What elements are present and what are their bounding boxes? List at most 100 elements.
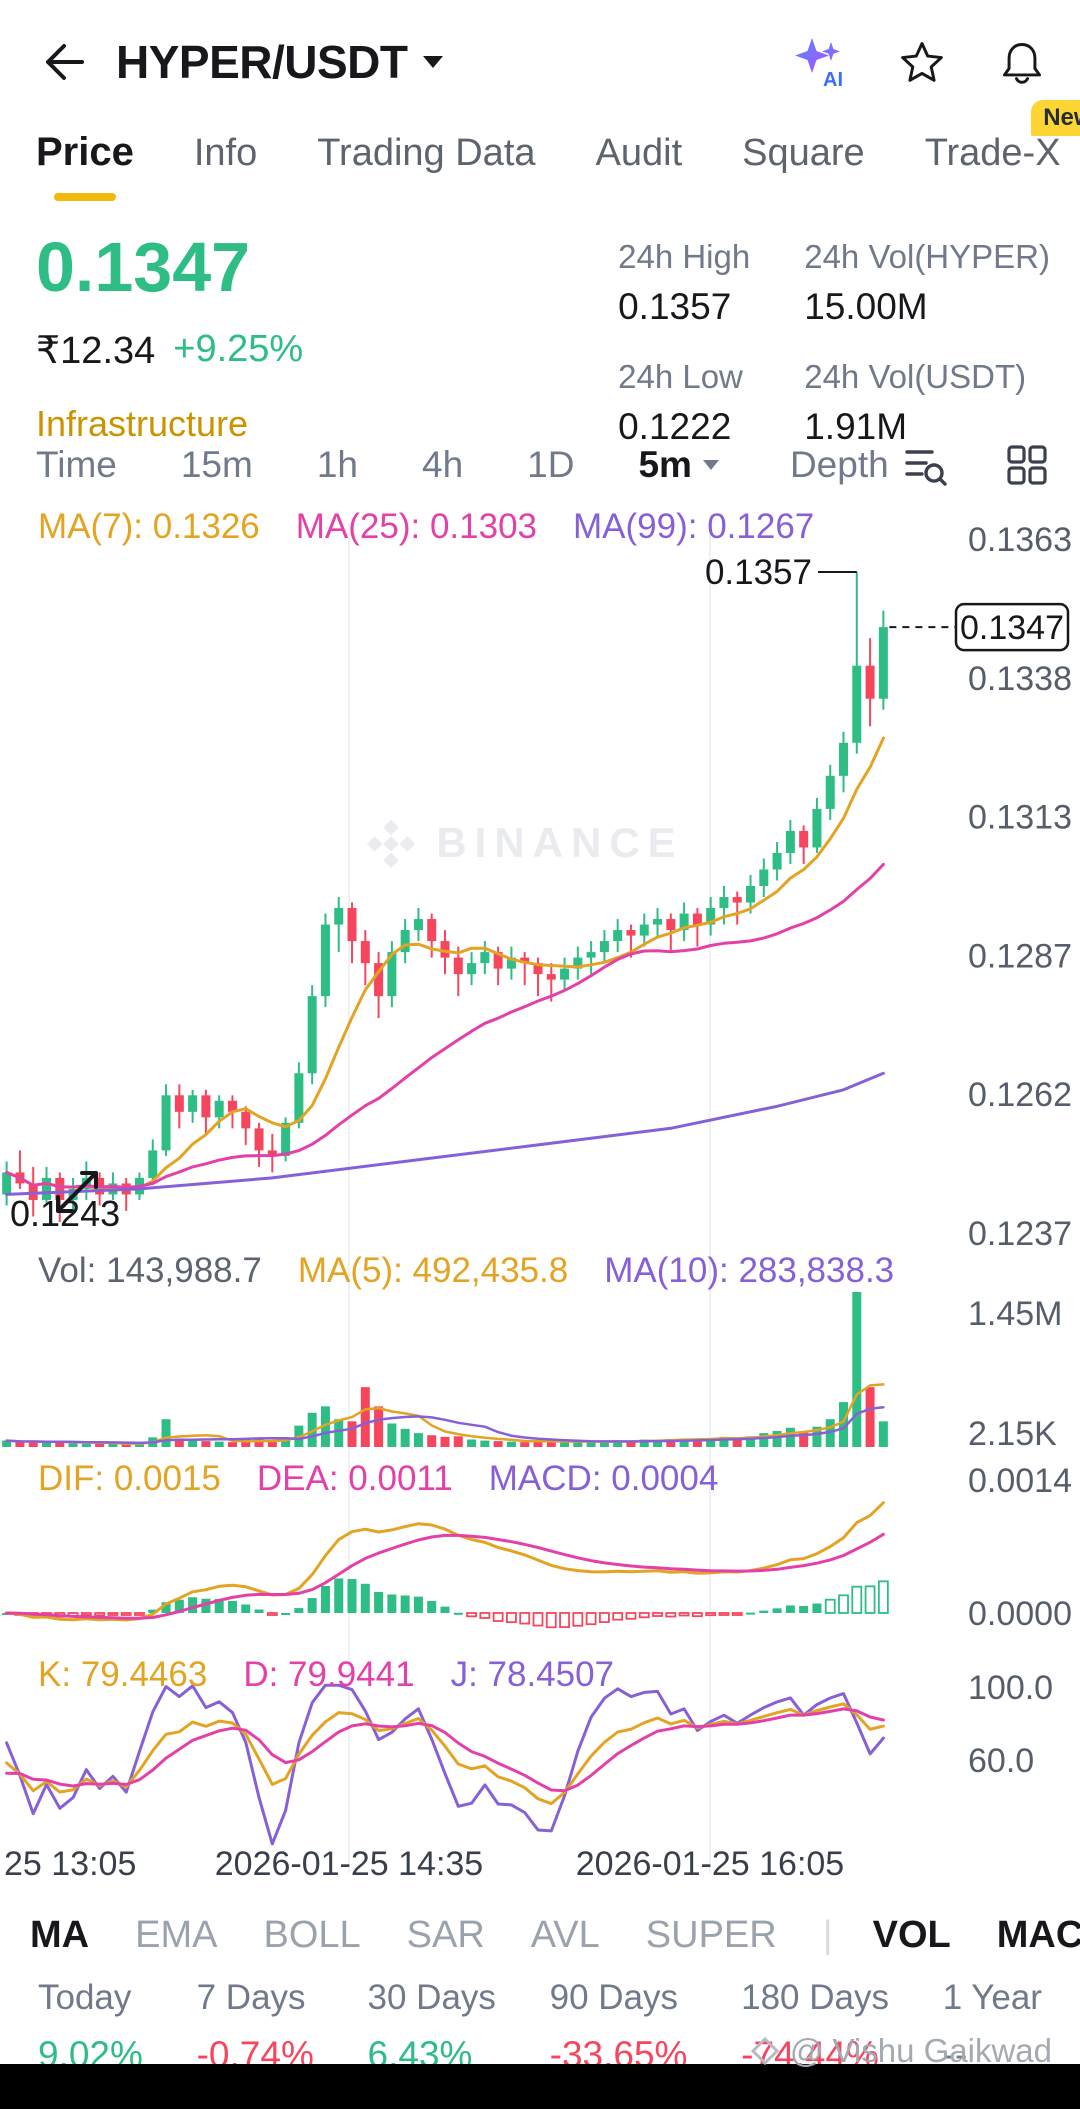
perf-90d: 90 Days -33.65%	[549, 1978, 688, 2075]
top-bar: HYPER/USDT AI	[0, 22, 1080, 102]
indicator-avl[interactable]: AVL	[530, 1913, 600, 1956]
svg-text:0.1237: 0.1237	[968, 1215, 1072, 1253]
indicator-boll[interactable]: BOLL	[263, 1913, 361, 1956]
grid-layout-button[interactable]	[1004, 442, 1050, 488]
j-legend: J: 78.4507	[450, 1655, 615, 1694]
indicator-macd[interactable]: MACD	[996, 1913, 1080, 1956]
vol-ma10-legend: MA(10): 283,838.3	[604, 1251, 895, 1290]
indicator-ema[interactable]: EMA	[135, 1913, 218, 1956]
time-label: 2026-01-25 14:35	[214, 1845, 484, 1883]
stat-24h-vol-quote: 24h Vol(USDT) 1.91M	[804, 358, 1027, 447]
macd-value-legend: MACD: 0.0004	[488, 1459, 719, 1498]
macd-legend: DIF: 0.0015 DEA: 0.0011 MACD: 0.0004	[38, 1459, 718, 1499]
svg-text:0.0000: 0.0000	[968, 1595, 1072, 1633]
interval-4h[interactable]: 4h	[422, 444, 464, 485]
tab-trade-x-label: Trade-X	[924, 132, 1061, 174]
tab-trading-data[interactable]: Trading Data	[317, 132, 536, 174]
indicator-settings-button[interactable]	[902, 442, 948, 488]
ticker-panel: 0.1347 ₹12.34 +9.25% Infrastructure 24h …	[36, 228, 1050, 448]
k-legend: K: 79.4463	[38, 1655, 208, 1694]
price-ma-legend: MA(7): 0.1326 MA(25): 0.1303 MA(99): 0.1…	[38, 507, 814, 547]
interval-bar: Time 15m 1h 4h 1D 5m Depth	[36, 438, 1050, 492]
tab-square[interactable]: Square	[742, 132, 865, 174]
ai-sparkle-icon: AI	[795, 38, 843, 90]
perf-1y: 1 Year --	[942, 1978, 1042, 2075]
volume-legend: Vol: 143,988.7 MA(5): 492,435.8 MA(10): …	[38, 1251, 894, 1291]
change-percent: +9.25%	[173, 328, 304, 370]
indicator-vol[interactable]: VOL	[872, 1913, 951, 1956]
bell-icon	[1002, 42, 1042, 84]
candlestick-chart[interactable]: 0.1363 0.1338 0.1313 0.1287 0.1262 0.1237 0.13…	[0, 495, 1080, 1895]
back-arrow-icon	[46, 44, 84, 80]
tab-trade-x[interactable]: Trade-X New	[924, 100, 1080, 175]
svg-text:0.1262: 0.1262	[968, 1076, 1072, 1114]
interval-time[interactable]: Time	[36, 444, 117, 485]
ma25-legend: MA(25): 0.1303	[295, 507, 538, 546]
page-tabs: Price Info Trading Data Audit Square Tra…	[36, 100, 1080, 175]
indicator-list-icon	[905, 450, 947, 486]
new-badge: New	[1031, 100, 1080, 136]
last-price: 0.1347	[36, 228, 251, 306]
top-bar-actions: AI	[790, 34, 1046, 90]
svg-text:0.1243: 0.1243	[10, 1193, 120, 1234]
svg-text:0.1313: 0.1313	[968, 799, 1072, 837]
system-nav-bar	[0, 2064, 1080, 2109]
pair-title: HYPER/USDT	[116, 36, 408, 88]
binance-logo-icon	[367, 819, 416, 868]
back-button[interactable]	[34, 34, 90, 90]
credit-watermark: @ Vishu Gaikwad	[750, 2032, 1052, 2070]
indicator-super[interactable]: SUPER	[645, 1913, 777, 1956]
svg-text:60.0: 60.0	[968, 1742, 1034, 1780]
ticker-stats: 24h High 0.1357 24h Vol(HYPER) 15.00M 24…	[618, 238, 1050, 448]
ma99-legend: MA(99): 0.1267	[573, 507, 815, 546]
chevron-down-icon	[423, 56, 444, 68]
svg-text:0.1363: 0.1363	[968, 521, 1072, 559]
tab-info[interactable]: Info	[193, 132, 258, 174]
svg-text:2.15K: 2.15K	[968, 1415, 1057, 1453]
tab-audit[interactable]: Audit	[595, 132, 683, 174]
category-tag[interactable]: Infrastructure	[36, 403, 249, 444]
interval-selected[interactable]: 5m	[638, 444, 719, 486]
d-legend: D: 79.9441	[243, 1655, 415, 1694]
star-icon	[901, 42, 943, 82]
vol-ma5-legend: MA(5): 492,435.8	[297, 1251, 569, 1290]
pair-selector[interactable]: HYPER/USDT	[116, 35, 445, 89]
perf-7d: 7 Days -0.74%	[196, 1978, 314, 2075]
svg-text:0.1347: 0.1347	[960, 609, 1064, 647]
interval-15m[interactable]: 15m	[180, 444, 253, 485]
interval-1h[interactable]: 1h	[316, 444, 358, 485]
watermark-text: BINANCE	[436, 819, 684, 866]
ma7-legend: MA(7): 0.1326	[38, 507, 260, 546]
chart-watermark: BINANCE	[0, 815, 1050, 871]
credit-text: @ Vishu Gaikwad	[789, 2032, 1052, 2069]
ai-assistant-button[interactable]: AI	[790, 34, 846, 90]
depth-button[interactable]: Depth	[789, 444, 889, 485]
svg-text:AI: AI	[823, 69, 843, 90]
vol-legend: Vol: 143,988.7	[38, 1251, 262, 1290]
time-label: 25 13:05	[4, 1845, 137, 1883]
perf-30d: 30 Days 6.43%	[367, 1978, 496, 2075]
indicator-bar: MA EMA BOLL SAR AVL SUPER | VOL MACD RSI…	[0, 1905, 1080, 1965]
svg-text:1.45M: 1.45M	[968, 1295, 1063, 1333]
perf-today: Today 9.02%	[38, 1978, 143, 2075]
dif-legend: DIF: 0.0015	[38, 1459, 221, 1498]
svg-text:0.1287: 0.1287	[968, 937, 1072, 975]
interval-1d[interactable]: 1D	[527, 444, 575, 485]
indicator-sar[interactable]: SAR	[406, 1913, 485, 1956]
time-axis: 25 13:05 2026-01-25 14:35 2026-01-25 16:…	[0, 1845, 1080, 1889]
interval-selected-label: 5m	[638, 444, 692, 485]
svg-text:0.0014: 0.0014	[968, 1462, 1072, 1500]
dea-legend: DEA: 0.0011	[256, 1459, 453, 1498]
svg-text:0.1357: 0.1357	[705, 553, 812, 592]
indicator-ma[interactable]: MA	[30, 1913, 90, 1956]
stat-24h-vol-base: 24h Vol(HYPER) 15.00M	[804, 238, 1050, 327]
tab-price[interactable]: Price	[36, 130, 134, 174]
stat-24h-low: 24h Low 0.1222	[618, 358, 743, 447]
svg-text:100.0: 100.0	[968, 1669, 1053, 1707]
favorite-star-button[interactable]	[898, 38, 946, 86]
notifications-bell-button[interactable]	[998, 38, 1046, 86]
indicator-divider: |	[822, 1913, 833, 1956]
fiat-value: ₹12.34	[36, 330, 156, 372]
chart-area: BINANCE 0.1363 0.1338 0.1313 0.1287 0.1262 0.…	[0, 495, 1080, 1895]
